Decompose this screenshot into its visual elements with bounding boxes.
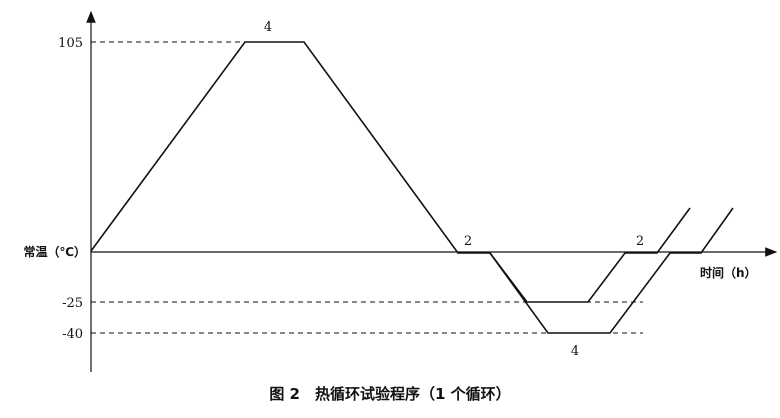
- duration-label-low: 4: [571, 344, 579, 359]
- x-axis-label: 时间（h）: [700, 265, 757, 280]
- duration-label-ambient-2: 2: [636, 234, 644, 249]
- duration-label-ambient-1: 2: [464, 234, 472, 249]
- tick-105: 105: [58, 36, 83, 51]
- profile-main: [90, 41, 734, 334]
- figure-caption: 图 2 热循环试验程序（1 个循环）: [269, 385, 510, 403]
- profile-minus25: [489, 207, 691, 303]
- tick-minus40: -40: [62, 327, 83, 342]
- duration-label-high: 4: [264, 20, 272, 35]
- y-axis-label: 常温（℃）: [23, 244, 86, 259]
- tick-minus25: -25: [62, 296, 83, 311]
